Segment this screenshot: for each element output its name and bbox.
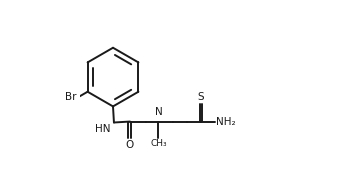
Text: N: N — [155, 107, 162, 117]
Text: HN: HN — [95, 124, 111, 134]
Text: O: O — [126, 141, 134, 151]
Text: CH₃: CH₃ — [150, 139, 167, 148]
Text: Br: Br — [65, 92, 77, 102]
Text: NH₂: NH₂ — [216, 117, 236, 127]
Text: S: S — [198, 92, 204, 102]
